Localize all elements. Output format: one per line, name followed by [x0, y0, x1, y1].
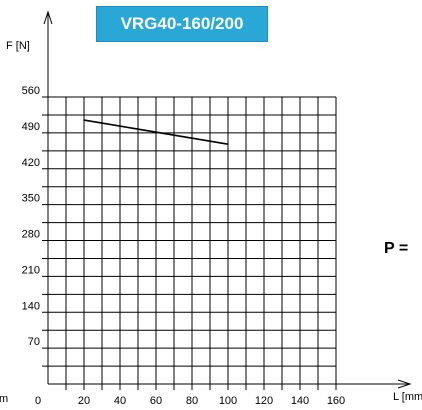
y-axis-arrow [43, 10, 53, 25]
x-tick-label: 60 [150, 395, 162, 407]
series-layer [83, 119, 229, 145]
axes [43, 10, 412, 389]
grid [42, 96, 337, 390]
left-unit-label: m [0, 393, 9, 405]
x-axis-label: L [mm [393, 391, 422, 403]
x-axis-arrow [397, 379, 412, 389]
y-tick-label: 350 [22, 193, 40, 205]
x-tick-label: 120 [255, 395, 273, 407]
y-tick-label: 70 [28, 336, 40, 348]
y-axis-label: F [N] [6, 40, 30, 52]
x-tick-label: 140 [291, 395, 309, 407]
x-tick-label: 100 [219, 395, 237, 407]
tick-labels: 0 20 40 60 80 100 120 140 160 70 140 210 280 350 420 49… [22, 85, 346, 407]
chart-title: VRG40-160/200 [96, 6, 268, 42]
y-tick-label: 560 [22, 85, 40, 97]
y-tick-label: 490 [22, 121, 40, 133]
x-tick-label: 0 [35, 395, 41, 407]
x-tick-label: 40 [114, 395, 126, 407]
x-tick-label: 160 [327, 395, 345, 407]
y-tick-label: 210 [22, 264, 40, 276]
y-tick-label: 140 [22, 300, 40, 312]
x-tick-label: 20 [78, 395, 90, 407]
series-line [83, 119, 229, 145]
y-tick-label: 420 [22, 157, 40, 169]
y-tick-label: 280 [22, 229, 40, 241]
x-tick-label: 80 [186, 395, 198, 407]
p-label: P = [384, 240, 409, 257]
